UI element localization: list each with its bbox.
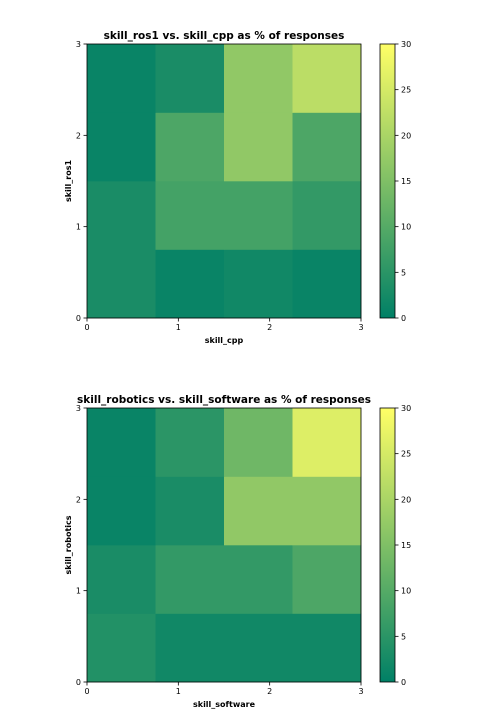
y-tick-label: 3 <box>76 404 81 413</box>
heatmap-cell <box>292 408 362 477</box>
heatmap-cell <box>224 476 293 546</box>
heatmap-cell <box>87 181 156 250</box>
heatmap-cell <box>224 181 293 250</box>
heatmap-cell <box>292 112 362 182</box>
colorbar-tick-label: 15 <box>401 541 411 550</box>
heatmap-cells <box>87 408 362 683</box>
colorbar <box>379 43 396 319</box>
x-tick-label: 1 <box>176 687 181 696</box>
chart-title: skill_ros1 vs. skill_cpp as % of respons… <box>104 30 345 42</box>
heatmap-cell <box>155 613 225 683</box>
heatmap-cell <box>155 545 225 614</box>
x-tick-label: 0 <box>84 687 89 696</box>
heatmap-cell <box>224 44 293 113</box>
colorbar-tick-label: 20 <box>401 131 411 140</box>
x-axis-ticks: 0 1 2 3 <box>84 682 364 696</box>
y-tick-label: 0 <box>76 314 81 323</box>
x-axis-ticks: 0 1 2 3 <box>84 318 364 332</box>
heatmap-cell <box>292 613 362 683</box>
colorbar-tick-label: 25 <box>401 86 411 95</box>
y-tick-label: 1 <box>76 223 81 232</box>
heatmap-cell <box>292 181 362 250</box>
y-axis-label: skill_robotics <box>64 515 73 574</box>
heatmap-cell <box>155 249 225 319</box>
colorbar-ticks: 0 5 10 15 20 25 30 <box>395 404 411 687</box>
heatmap-cell <box>87 249 156 319</box>
colorbar-tick-label: 10 <box>401 223 411 232</box>
colorbar-tick-label: 15 <box>401 177 411 186</box>
heatmap-cell <box>155 112 225 182</box>
heatmap-cell <box>292 545 362 614</box>
x-axis-label: skill_software <box>193 700 256 709</box>
heatmap-cell <box>155 44 225 113</box>
colorbar-tick-label: 10 <box>401 587 411 596</box>
heatmap-cell <box>224 545 293 614</box>
heatmap-cell <box>155 408 225 477</box>
x-tick-label: 0 <box>84 323 89 332</box>
heatmap-cell <box>224 249 293 319</box>
colorbar-ticks: 0 5 10 15 20 25 30 <box>395 40 411 323</box>
colorbar <box>379 407 396 683</box>
heatmap-cell <box>87 476 156 546</box>
heatmap-cell <box>155 181 225 250</box>
y-axis-label: skill_ros1 <box>64 160 73 203</box>
y-tick-label: 1 <box>76 587 81 596</box>
y-tick-label: 2 <box>76 131 81 140</box>
x-axis-label: skill_cpp <box>205 336 244 345</box>
heatmap-panel-2: skill_robotics vs. skill_software as % o… <box>64 394 411 709</box>
plot-frame <box>86 407 362 683</box>
plot-frame <box>86 43 362 319</box>
heatmap-cells <box>87 44 362 319</box>
colorbar-tick-label: 5 <box>401 268 406 277</box>
y-tick-label: 0 <box>76 678 81 687</box>
heatmap-cell <box>224 112 293 182</box>
colorbar-tick-label: 0 <box>401 678 406 687</box>
heatmap-cell <box>155 476 225 546</box>
heatmap-cell <box>292 249 362 319</box>
x-tick-label: 3 <box>358 323 363 332</box>
heatmap-cell <box>87 112 156 182</box>
heatmap-cell <box>224 613 293 683</box>
heatmap-panel-1: skill_ros1 vs. skill_cpp as % of respons… <box>64 30 411 345</box>
colorbar-tick-label: 5 <box>401 632 406 641</box>
heatmap-cell <box>292 44 362 113</box>
y-tick-label: 3 <box>76 40 81 49</box>
heatmap-cell <box>87 408 156 477</box>
heatmap-cell <box>292 476 362 546</box>
colorbar-tick-label: 20 <box>401 495 411 504</box>
x-tick-label: 2 <box>267 323 272 332</box>
colorbar-tick-label: 25 <box>401 450 411 459</box>
y-tick-label: 2 <box>76 495 81 504</box>
heatmap-cell <box>87 44 156 113</box>
colorbar-tick-label: 0 <box>401 314 406 323</box>
chart-title: skill_robotics vs. skill_software as % o… <box>77 394 371 406</box>
heatmap-cell <box>87 545 156 614</box>
x-tick-label: 3 <box>358 687 363 696</box>
x-tick-label: 2 <box>267 687 272 696</box>
heatmap-cell <box>87 613 156 683</box>
y-axis-ticks: 0 1 2 3 <box>76 40 87 323</box>
colorbar-tick-label: 30 <box>401 40 411 49</box>
heatmap-cell <box>224 408 293 477</box>
y-axis-ticks: 0 1 2 3 <box>76 404 87 687</box>
colorbar-tick-label: 30 <box>401 404 411 413</box>
x-tick-label: 1 <box>176 323 181 332</box>
